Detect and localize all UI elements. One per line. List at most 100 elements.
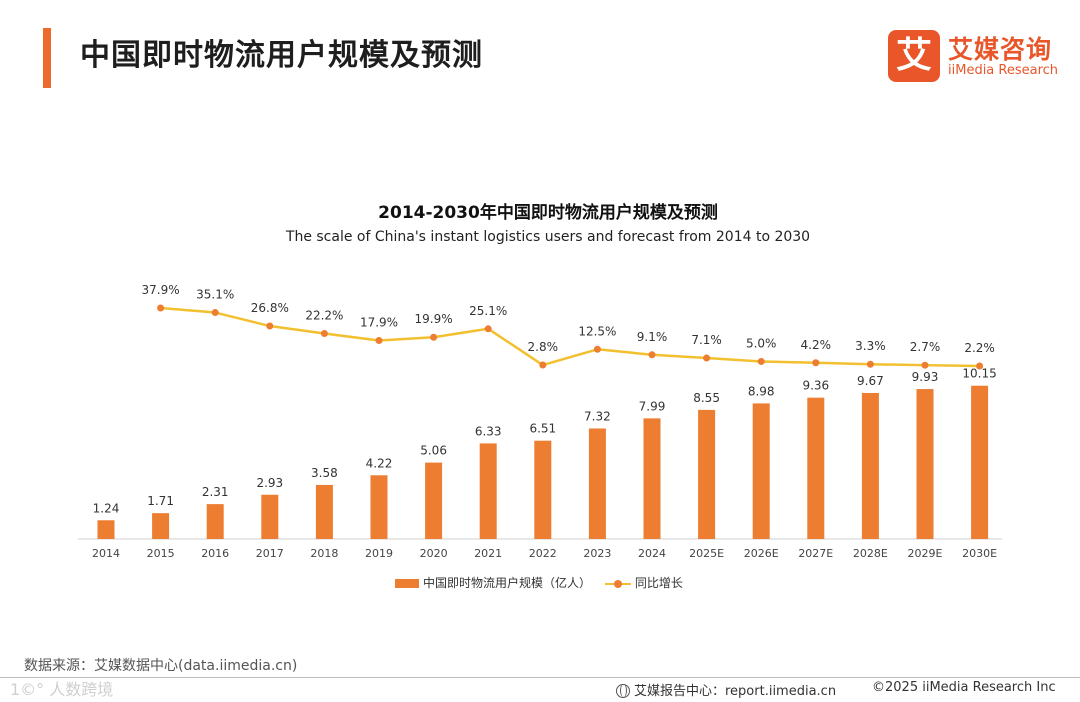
growth-point-2021 — [484, 325, 492, 333]
growth-point-2028E — [866, 360, 874, 368]
growth-value-label: 25.1% — [469, 304, 507, 318]
growth-point-2022 — [539, 361, 547, 369]
growth-point-2016 — [211, 309, 219, 317]
bar-value-label: 1.24 — [93, 501, 120, 515]
growth-value-label: 5.0% — [746, 336, 777, 350]
growth-value-label: 2.2% — [964, 341, 995, 355]
bar-2014 — [97, 520, 115, 539]
data-source: 数据来源：艾媒数据中心(data.iimedia.cn) — [24, 658, 298, 674]
bar-2022 — [534, 440, 552, 539]
logo-name-cn: 艾媒咨询 — [948, 35, 1053, 64]
x-tick-label: 2020 — [420, 547, 448, 560]
growth-point-2026E — [757, 357, 765, 365]
growth-value-label: 4.2% — [801, 338, 832, 352]
bar-2019 — [370, 475, 388, 539]
bar-value-label: 7.32 — [584, 409, 611, 423]
footer-copyright: ©2025 iiMedia Research Inc — [872, 680, 1056, 695]
bar-value-label: 7.99 — [639, 399, 666, 413]
growth-value-label: 9.1% — [637, 330, 668, 344]
legend-bar-label: 中国即时物流用户规模（亿人） — [423, 576, 592, 590]
bar-2021 — [479, 443, 497, 539]
logo-name-en: iiMedia Research — [948, 63, 1059, 78]
bar-value-label: 5.06 — [420, 444, 447, 458]
bar-2027E — [807, 397, 825, 539]
growth-point-2030E — [976, 362, 984, 370]
bar-2015 — [152, 513, 170, 539]
chart-title: 2014-2030年中国即时物流用户规模及预测 — [378, 203, 718, 223]
x-tick-label: 2025E — [689, 547, 724, 560]
footer-divider — [0, 677, 1080, 678]
growth-value-label: 22.2% — [305, 309, 343, 323]
title-accent-bar — [43, 28, 51, 88]
growth-value-label: 17.9% — [360, 315, 398, 329]
bar-2016 — [206, 504, 224, 539]
bar-2023 — [588, 428, 606, 539]
growth-point-2020 — [430, 333, 438, 341]
bar-2028E — [861, 392, 879, 539]
legend-item-bar: 中国即时物流用户规模（亿人） — [395, 574, 591, 591]
x-tick-label: 2017 — [256, 547, 284, 560]
bar-2029E — [916, 389, 934, 539]
bar-value-label: 8.55 — [693, 391, 720, 405]
bar-value-label: 9.93 — [912, 370, 939, 384]
x-tick-label: 2028E — [853, 547, 888, 560]
growth-value-label: 12.5% — [578, 324, 616, 338]
x-tick-label: 2030E — [962, 547, 997, 560]
x-tick-label: 2024 — [638, 547, 666, 560]
bar-value-label: 1.71 — [147, 494, 174, 508]
chart-legend: 中国即时物流用户规模（亿人） 同比增长 — [395, 574, 693, 592]
footer-report-text: 艾媒报告中心：report.iimedia.cn — [634, 684, 837, 699]
growth-point-2027E — [812, 359, 820, 367]
bar-2026E — [752, 403, 770, 539]
growth-value-label: 3.3% — [855, 339, 886, 353]
footer-watermark: 1©° 人数跨境 — [10, 680, 114, 699]
legend-line-swatch — [604, 579, 631, 589]
footer-report-link[interactable]: 艾媒报告中心：report.iimedia.cn — [616, 680, 836, 699]
legend-bar-swatch — [395, 579, 419, 588]
bar-2030E — [971, 385, 989, 539]
bar-2017 — [261, 494, 279, 539]
x-tick-label: 2019 — [365, 547, 393, 560]
bar-value-label: 8.98 — [748, 384, 775, 398]
x-tick-label: 2022 — [529, 547, 557, 560]
bar-2024 — [643, 418, 661, 539]
bar-value-label: 4.22 — [366, 456, 393, 470]
bar-value-label: 10.15 — [962, 367, 996, 381]
bar-2020 — [425, 462, 443, 539]
growth-value-label: 35.1% — [196, 288, 234, 302]
legend-line-label: 同比增长 — [634, 576, 683, 590]
globe-icon — [616, 684, 630, 698]
x-tick-label: 2026E — [744, 547, 779, 560]
logo-mark: 艾 — [888, 30, 940, 82]
chart-subtitle: The scale of China's instant logistics u… — [285, 229, 811, 245]
x-tick-label: 2016 — [201, 547, 229, 560]
growth-point-2019 — [375, 336, 383, 344]
bar-value-label: 9.36 — [802, 379, 829, 393]
bar-2025E — [698, 409, 716, 539]
growth-point-2023 — [593, 345, 601, 353]
bar-value-label: 2.93 — [256, 476, 283, 490]
growth-value-label: 19.9% — [415, 312, 453, 326]
growth-point-2017 — [266, 322, 274, 330]
growth-value-label: 7.1% — [691, 333, 722, 347]
growth-point-2018 — [320, 330, 328, 338]
growth-value-label: 2.8% — [528, 340, 559, 354]
growth-point-2025E — [703, 354, 711, 362]
bar-2018 — [315, 484, 333, 539]
x-tick-label: 2027E — [798, 547, 833, 560]
x-tick-label: 2029E — [908, 547, 943, 560]
bar-value-label: 3.58 — [311, 466, 338, 480]
bar-value-label: 6.33 — [475, 424, 502, 438]
bar-value-label: 2.31 — [202, 485, 229, 499]
bar-value-label: 9.67 — [857, 374, 884, 388]
bar-value-label: 6.51 — [529, 422, 556, 436]
x-tick-label: 2014 — [92, 547, 120, 560]
growth-point-2015 — [157, 304, 165, 312]
growth-value-label: 37.9% — [142, 283, 180, 297]
x-tick-label: 2018 — [310, 547, 338, 560]
page-title: 中国即时物流用户规模及预测 — [80, 38, 483, 73]
growth-point-2024 — [648, 351, 656, 359]
x-tick-label: 2021 — [474, 547, 502, 560]
legend-item-line: 同比增长 — [604, 574, 683, 591]
